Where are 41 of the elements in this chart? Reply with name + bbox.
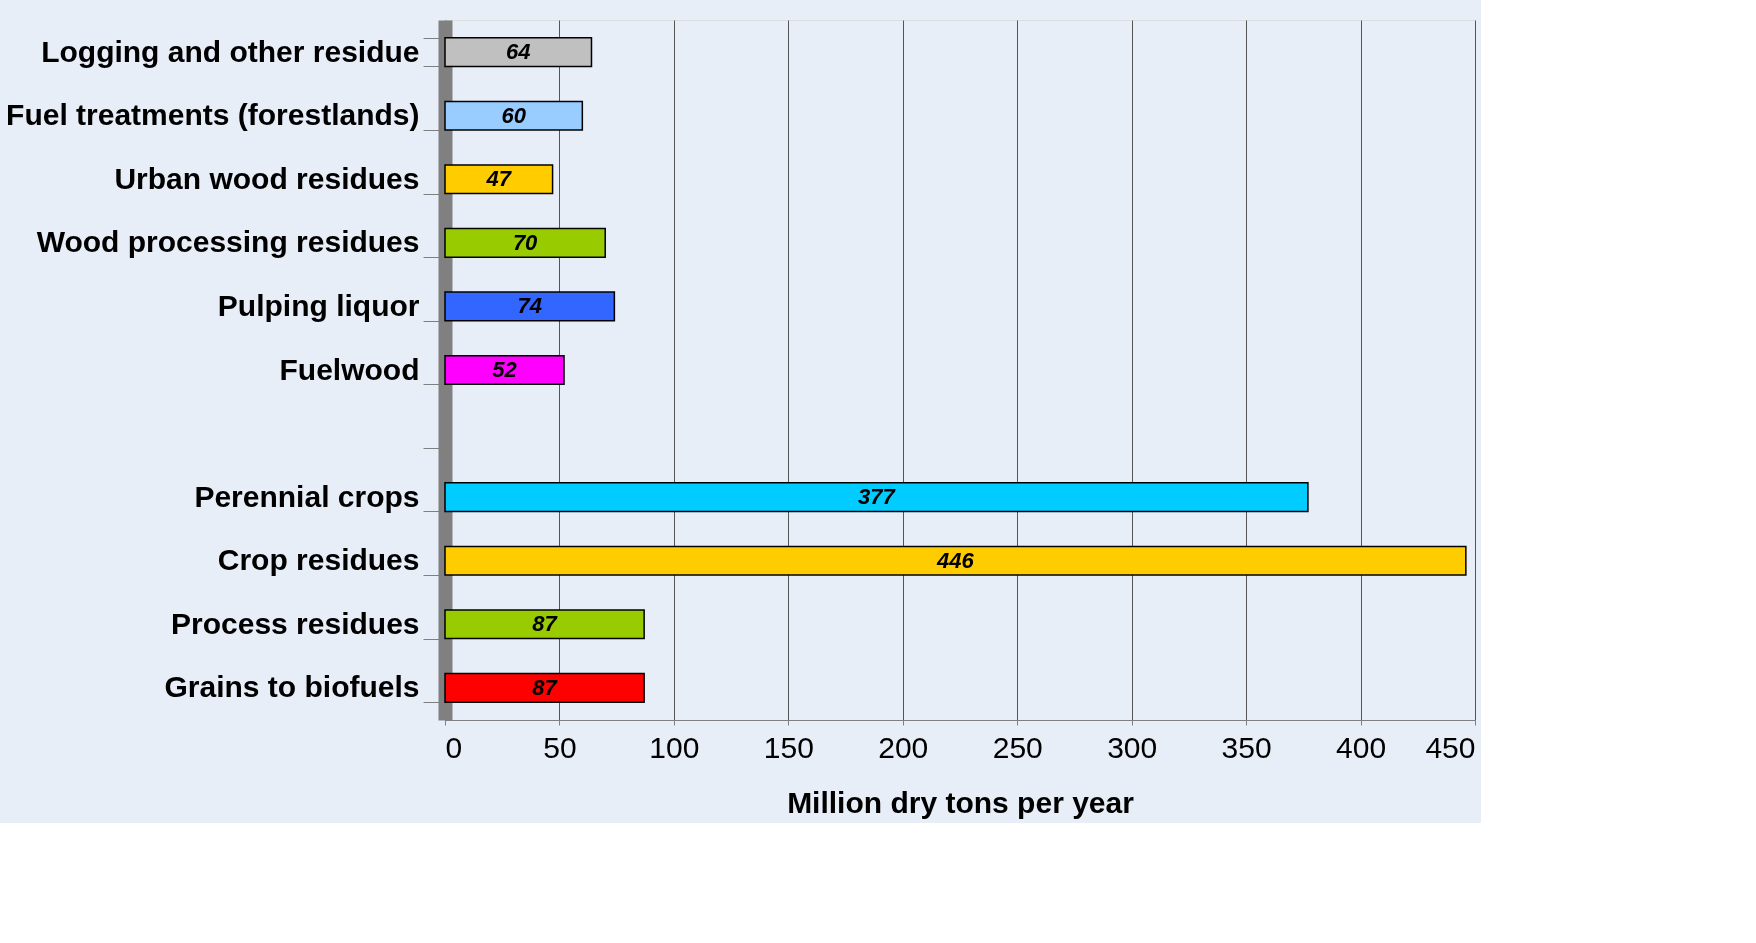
bar — [444, 37, 593, 68]
data-label: 60 — [501, 102, 527, 128]
x-tick-label: 300 — [1107, 730, 1158, 764]
data-label: 52 — [492, 357, 518, 382]
y-tick-label: Grains to biofuels — [164, 670, 420, 704]
bar — [444, 227, 606, 258]
x-tick-label: 100 — [649, 730, 700, 764]
y-tick-label: Fuel treatments (forestlands) — [6, 98, 420, 132]
x-tick-label: 400 — [1336, 730, 1387, 764]
x-tick-label: 450 — [1425, 730, 1476, 764]
data-label: 74 — [517, 293, 542, 319]
bar — [444, 609, 645, 640]
data-label: 87 — [532, 674, 559, 700]
bar — [444, 100, 584, 131]
y-tick-label: Pulping liquor — [217, 288, 420, 322]
x-tick-label: 250 — [992, 730, 1043, 764]
y-tick-label: Urban wood residues — [114, 161, 420, 195]
x-tick-label: 350 — [1221, 730, 1272, 764]
bar — [444, 354, 565, 386]
y-tick-label: Fuelwood — [279, 352, 420, 386]
x-tick-label: 150 — [763, 730, 814, 764]
data-label: 47 — [485, 166, 513, 192]
bar — [444, 164, 554, 195]
y-tick-label: Logging and other residue — [41, 34, 420, 68]
x-tick-label: 50 — [543, 730, 577, 764]
y-tick-label: Wood processing residues — [36, 225, 420, 259]
bar — [444, 482, 1309, 513]
x-tick-label: 200 — [878, 730, 929, 764]
data-label: 87 — [532, 611, 559, 637]
x-axis-title: Million dry tons per year — [787, 785, 1135, 819]
bar — [444, 672, 645, 703]
y-tick-label: Process residues — [171, 606, 420, 640]
y-tick-label: Crop residues — [217, 543, 420, 577]
data-label: 377 — [858, 484, 897, 510]
bar — [444, 545, 1467, 576]
data-label: 70 — [512, 229, 539, 255]
y-tick-label: Perennial crops — [194, 479, 420, 513]
bar — [444, 291, 616, 322]
x-tick-label: 0 — [445, 730, 463, 764]
data-label: 446 — [936, 547, 975, 573]
data-label: 64 — [506, 39, 531, 65]
